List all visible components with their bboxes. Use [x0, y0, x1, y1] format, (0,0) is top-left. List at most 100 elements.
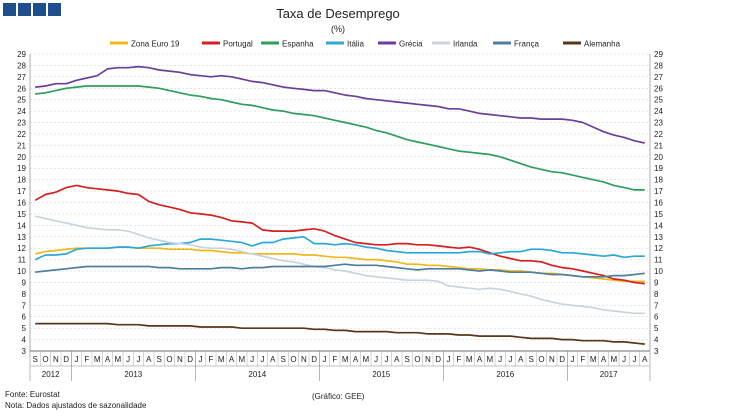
y-tick-label: 28 — [654, 61, 663, 70]
month-label: A — [601, 355, 607, 364]
month-label: D — [63, 355, 69, 364]
series-line-espanha — [35, 85, 645, 191]
y-tick-label: 26 — [17, 84, 26, 93]
month-label: S — [280, 355, 285, 364]
month-label: N — [301, 355, 307, 364]
series-line-portugal — [34, 184, 645, 285]
month-label: F — [456, 355, 461, 364]
month-label: J — [374, 355, 378, 364]
legend-label: França — [514, 40, 539, 49]
month-label: J — [323, 355, 327, 364]
month-label: J — [137, 355, 141, 364]
logo-square — [18, 3, 31, 16]
chart-subtitle: (%) — [331, 24, 345, 34]
month-label: M — [466, 355, 473, 364]
month-label: S — [404, 355, 409, 364]
month-label: F — [84, 355, 89, 364]
y-tick-label: 5 — [654, 324, 659, 333]
y-tick-label: 25 — [17, 96, 26, 105]
y-tick-label: 4 — [22, 336, 27, 345]
month-label: J — [633, 355, 637, 364]
month-label: J — [447, 355, 451, 364]
legend-label: Grécia — [399, 40, 423, 49]
y-tick-label: 21 — [654, 141, 663, 150]
logo-square — [48, 3, 61, 16]
month-label: F — [208, 355, 213, 364]
month-label: A — [229, 355, 235, 364]
y-tick-label: 10 — [17, 267, 26, 276]
series-line-alemanha — [35, 322, 645, 345]
y-tick-label: 12 — [17, 244, 26, 253]
y-tick-label: 29 — [17, 50, 26, 59]
adjustment-note: Nota: Dados ajustados de sazonalidade — [5, 401, 147, 410]
year-label: 2013 — [124, 370, 142, 379]
month-label: J — [622, 355, 626, 364]
logo-square — [3, 3, 16, 16]
month-label: M — [114, 355, 121, 364]
month-label: O — [42, 355, 48, 364]
month-label: N — [425, 355, 431, 364]
month-label: D — [559, 355, 565, 364]
month-label: F — [332, 355, 337, 364]
y-tick-label: 3 — [654, 347, 659, 356]
month-label: J — [509, 355, 513, 364]
series-line-fran-a — [35, 263, 645, 278]
y-tick-label: 20 — [654, 153, 663, 162]
y-tick-label: 5 — [22, 324, 27, 333]
y-tick-label: 20 — [17, 153, 26, 162]
y-tick-label: 16 — [17, 199, 26, 208]
month-label: A — [105, 355, 111, 364]
y-tick-label: 21 — [17, 141, 26, 150]
logo — [3, 3, 61, 16]
month-label: F — [580, 355, 585, 364]
y-tick-label: 22 — [17, 130, 26, 139]
month-label: J — [199, 355, 203, 364]
month-label: O — [290, 355, 296, 364]
y-tick-label: 9 — [654, 278, 659, 287]
month-label: O — [414, 355, 420, 364]
legend-label: Zona Euro 19 — [131, 40, 180, 49]
y-tick-label: 7 — [22, 301, 27, 310]
month-label: J — [126, 355, 130, 364]
y-tick-label: 8 — [654, 290, 659, 299]
y-tick-label: 15 — [17, 210, 26, 219]
chart-title: Taxa de Desemprego — [276, 6, 400, 21]
month-label: J — [75, 355, 79, 364]
series-line-irlanda — [35, 215, 645, 315]
month-label: M — [238, 355, 245, 364]
month-label: A — [270, 355, 276, 364]
month-label: A — [642, 355, 648, 364]
y-tick-label: 11 — [654, 256, 663, 265]
y-tick-label: 7 — [654, 301, 659, 310]
month-label: J — [498, 355, 502, 364]
month-label: M — [94, 355, 101, 364]
series-line-gr-cia — [35, 65, 645, 144]
y-tick-label: 8 — [22, 290, 27, 299]
y-tick-label: 25 — [654, 96, 663, 105]
month-label: M — [342, 355, 349, 364]
y-tick-label: 26 — [654, 84, 663, 93]
legend-label: Alemanha — [584, 40, 621, 49]
y-tick-label: 15 — [654, 210, 663, 219]
y-axis-left: 3 4 5 6 7 8 9 10 11 12 13 14 15 16 17 18 19 20 21 22 23 24 25 2… — [17, 50, 26, 356]
month-label: O — [166, 355, 172, 364]
year-label: 2017 — [600, 370, 618, 379]
month-label: A — [353, 355, 359, 364]
gridlines — [29, 53, 651, 352]
y-tick-label: 28 — [17, 61, 26, 70]
y-tick-label: 11 — [18, 256, 27, 265]
month-label: S — [32, 355, 37, 364]
legend-label: Irlanda — [453, 40, 478, 49]
y-tick-label: 22 — [654, 130, 663, 139]
y-tick-label: 18 — [654, 176, 663, 185]
y-tick-label: 24 — [17, 107, 26, 116]
y-tick-label: 4 — [654, 336, 659, 345]
y-tick-label: 13 — [654, 233, 663, 242]
y-tick-label: 27 — [654, 73, 663, 82]
month-label: M — [590, 355, 597, 364]
month-label: O — [538, 355, 544, 364]
month-label: J — [385, 355, 389, 364]
y-axis-right: 3 4 5 6 7 8 9 10 11 12 13 14 15 16 17 18 19 20 21 22 23 24 25 2… — [654, 50, 663, 356]
